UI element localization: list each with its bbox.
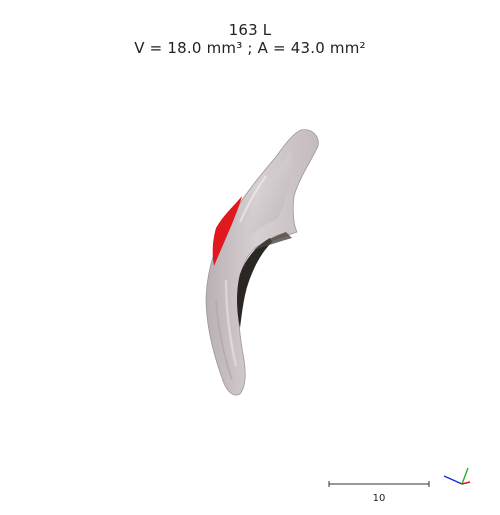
bone-texture [224,279,238,367]
bone-highlight [244,150,292,240]
red-marker-region [212,196,242,266]
scale-bar-label: 10 [372,493,386,504]
bone-texture [215,299,233,381]
measurements-text: V = 18.0 mm³ ; A = 43.0 mm² [134,39,366,57]
bone-body [205,129,319,396]
bone-texture [239,175,267,223]
bone-cavity [237,238,272,328]
scale-bar [328,481,430,487]
bone-cavity-edge [254,232,292,250]
specimen-label: 163 L [228,21,272,39]
xyz-axes-icon [443,467,471,485]
